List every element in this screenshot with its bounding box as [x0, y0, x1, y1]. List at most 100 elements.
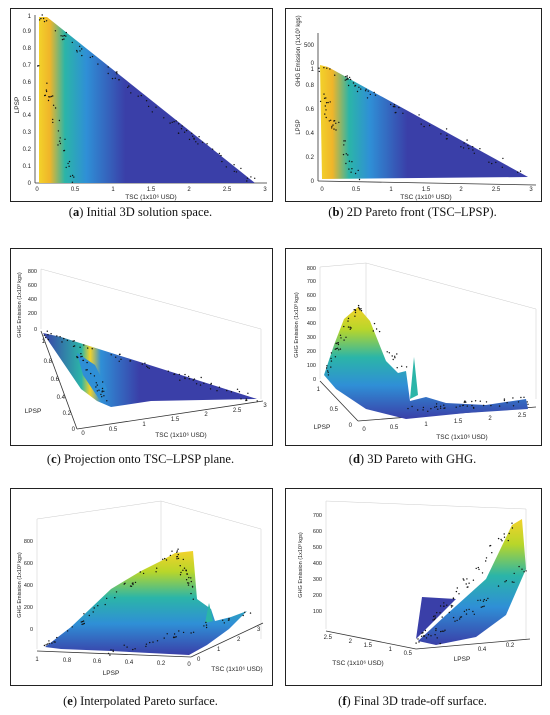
scatter-point: [364, 90, 367, 92]
scatter-point: [422, 635, 425, 637]
scatter-point: [41, 14, 43, 16]
scatter-point: [498, 405, 501, 407]
scatter-point: [195, 141, 197, 143]
panel-b: 500 0 0 0.2 0.4 0.6 0.8 1 0 0.5 1 1.5 2 2.5 …: [285, 8, 542, 202]
scatter-point: [96, 384, 99, 386]
scatter-point: [420, 635, 423, 637]
y-tick-labels-a: 0 0.1 0.2 0.3 0.4 0.5 0.6 0.7 0.8 0.9 1: [23, 14, 32, 187]
svg-text:300: 300: [313, 577, 322, 583]
scatter-point: [460, 616, 463, 618]
scatter-point: [115, 591, 118, 593]
scatter-point: [454, 620, 456, 622]
scatter-point: [90, 372, 92, 375]
scatter-point: [59, 142, 62, 145]
scatter-point: [155, 106, 157, 108]
scatter-point: [128, 85, 130, 87]
scatter-point: [83, 344, 85, 346]
scatter-point: [446, 604, 448, 606]
scatter-point: [152, 641, 154, 643]
scatter-point: [83, 613, 85, 615]
scatter-point: [79, 346, 81, 348]
svg-text:0: 0: [313, 377, 316, 383]
scatter-point: [485, 401, 488, 403]
z-axis-label-e: GHG Emission (1x10³ kgs): [17, 552, 23, 618]
scatter-point: [61, 341, 63, 343]
scatter-point: [163, 117, 165, 119]
scatter-point: [68, 160, 71, 163]
svg-text:0.2: 0.2: [23, 147, 32, 153]
scatter-point: [235, 171, 238, 173]
scatter-point: [54, 107, 57, 109]
scatter-point: [501, 166, 503, 168]
svg-text:2: 2: [237, 637, 241, 643]
svg-text:0: 0: [349, 423, 353, 429]
scatter-point: [358, 306, 360, 309]
x-tick-labels-b: 0 0.5 1 1.5 2 2.5 3: [320, 187, 533, 193]
scatter-point: [318, 67, 320, 69]
chart-c: 800 600 400 200 0 1 0.8 0.6 0.4 0.2 0 00…: [17, 268, 267, 439]
scatter-point: [373, 91, 375, 94]
scatter-point: [433, 618, 436, 621]
scatter-point: [167, 370, 169, 372]
svg-text:1.5: 1.5: [422, 187, 431, 193]
scatter-point: [418, 114, 420, 116]
scatter-point: [77, 356, 79, 359]
scatter-points-a: [37, 14, 256, 183]
scatter-point: [473, 152, 475, 154]
scatter-point: [434, 617, 436, 619]
svg-text:3: 3: [263, 187, 267, 193]
scatter-point: [331, 127, 333, 129]
svg-text:0.3: 0.3: [23, 130, 32, 136]
svg-text:1.5: 1.5: [147, 187, 156, 193]
svg-text:0.8: 0.8: [23, 46, 32, 52]
scatter-point: [472, 579, 475, 581]
scatter-point: [146, 365, 148, 367]
scatter-point: [462, 404, 465, 406]
scatter-point: [71, 626, 73, 628]
scatter-point: [347, 317, 350, 320]
scatter-point: [347, 326, 350, 328]
svg-text:3: 3: [529, 187, 533, 193]
svg-text:0.7: 0.7: [23, 63, 32, 69]
svg-text:1.5: 1.5: [454, 419, 463, 425]
scatter-point: [344, 140, 346, 142]
y-axis-label-e: LPSP: [103, 670, 120, 677]
svg-text:2: 2: [488, 416, 492, 422]
scatter-point: [114, 597, 116, 599]
scatter-point: [396, 353, 398, 355]
scatter-point: [436, 637, 438, 639]
scatter-point: [352, 82, 355, 84]
scatter-point: [96, 390, 99, 392]
scatter-point: [249, 612, 252, 614]
scatter-point: [343, 325, 345, 328]
scatter-point: [116, 71, 118, 73]
scatter-point: [112, 650, 114, 653]
z-axis-label-d: GHG Emission (1x10³ kgs): [294, 292, 300, 358]
scatter-point: [132, 648, 134, 651]
scatter-point: [347, 78, 349, 80]
scatter-point: [503, 398, 506, 400]
scatter-point: [184, 377, 186, 379]
scatter-point: [176, 555, 179, 558]
scatter-point: [473, 613, 475, 615]
scatter-point: [42, 17, 45, 20]
scatter-point: [110, 649, 112, 651]
scatter-point: [417, 638, 419, 640]
x-tick-labels-d: 0 0.5 1 1.5 2 2.5: [362, 413, 527, 433]
scatter-point: [230, 391, 233, 393]
scatter-point: [220, 154, 222, 157]
scatter-point: [369, 93, 371, 96]
scatter-point: [513, 572, 515, 575]
scatter-point: [82, 359, 84, 362]
scatter-point: [342, 153, 345, 156]
scatter-point: [394, 355, 396, 357]
scatter-point: [195, 383, 198, 385]
scatter-point: [465, 609, 468, 611]
svg-text:0: 0: [28, 181, 32, 187]
scatter-point: [103, 390, 105, 392]
scatter-point: [106, 400, 108, 402]
scatter-point: [200, 376, 202, 379]
scatter-point: [134, 648, 136, 650]
scatter-points-d: [325, 304, 529, 412]
scatter-point: [48, 96, 50, 98]
